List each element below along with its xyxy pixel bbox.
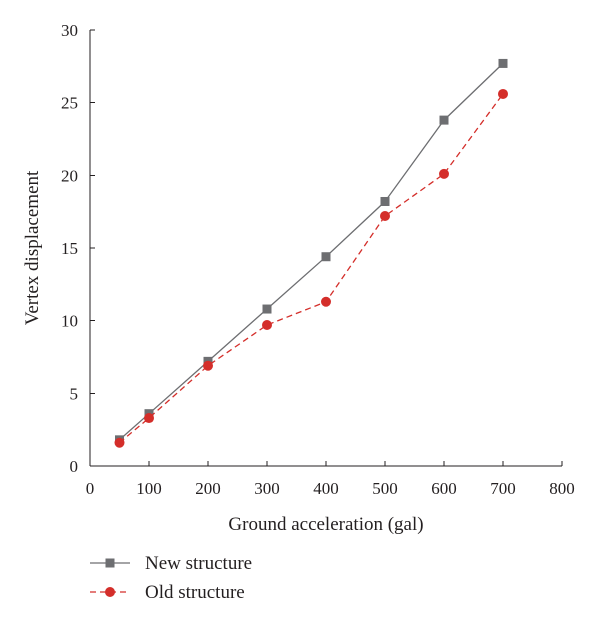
data-point (380, 211, 390, 222)
x-tick-label: 300 (254, 479, 280, 498)
x-axis-title: Ground acceleration (gal) (228, 514, 423, 535)
data-point (439, 168, 449, 179)
legend-item: New structure (90, 553, 252, 574)
y-tick-label: 10 (61, 312, 78, 331)
y-axis-title: Vertex displacement (22, 170, 43, 325)
series-1 (115, 58, 508, 445)
series-line (119, 62, 504, 441)
x-tick-label: 800 (549, 479, 575, 498)
data-point (262, 304, 272, 314)
data-point (203, 360, 213, 371)
y-tick-label: 20 (61, 166, 78, 185)
data-point (439, 115, 449, 125)
y-tick-label: 15 (61, 239, 78, 258)
legend-marker (105, 587, 115, 597)
legend: New structure Old structure (90, 553, 252, 603)
data-point (321, 296, 331, 307)
data-point (114, 437, 125, 448)
plot-area (114, 58, 508, 448)
x-tick-label: 500 (372, 479, 398, 498)
y-tick-label: 30 (61, 21, 78, 40)
data-point (498, 58, 508, 68)
data-point (498, 88, 508, 99)
x-tick-label: 400 (313, 479, 339, 498)
data-point (144, 413, 154, 424)
y-tick-label: 5 (70, 384, 79, 403)
legend-item: Old structure (90, 582, 245, 603)
y-tick-label: 25 (61, 94, 78, 113)
x-tick-label: 600 (431, 479, 457, 498)
data-point (262, 320, 272, 331)
data-point (321, 252, 331, 262)
legend-label: Old structure (145, 582, 245, 603)
x-tick-label: 100 (136, 479, 162, 498)
y-tick-label: 0 (70, 457, 79, 476)
x-tick-label: 200 (195, 479, 221, 498)
legend-marker (105, 558, 115, 568)
data-point (380, 196, 390, 206)
legend-label: New structure (145, 553, 252, 574)
x-tick-label: 700 (490, 479, 516, 498)
series-line (119, 93, 504, 444)
series-2 (114, 88, 508, 448)
x-tick-label: 0 (86, 479, 95, 498)
